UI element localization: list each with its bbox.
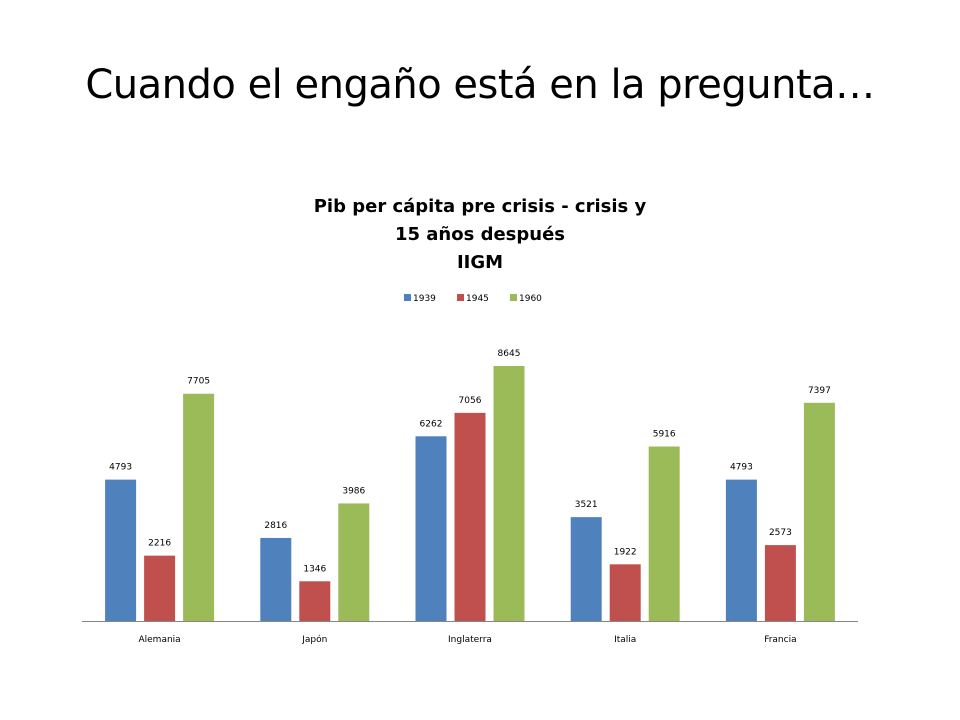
chart-bars [105, 366, 835, 621]
bar-alemania-1939 [105, 479, 137, 621]
data-label-alemania-1939: 4793 [109, 463, 132, 473]
data-label-inglaterra-1945: 7056 [459, 396, 482, 406]
data-label-inglaterra-1939: 6262 [420, 419, 443, 429]
bar-francia-1945 [764, 545, 796, 621]
chart-title: Pib per cápita pre crisis - crisis y 15 a… [314, 196, 647, 273]
data-label-italia-1939: 3521 [575, 500, 598, 510]
bar-alemania-1960 [183, 393, 215, 621]
bar-inglaterra-1960 [493, 366, 525, 621]
data-label-francia-1960: 7397 [808, 386, 831, 396]
bar-japón-1945 [299, 581, 331, 621]
slide-title: Cuando el engaño está en la pregunta… [85, 62, 875, 108]
legend-swatch-1939 [404, 294, 411, 301]
data-label-alemania-1945: 2216 [148, 539, 171, 549]
x-tick-label: Italia [614, 635, 636, 645]
bar-inglaterra-1939 [415, 436, 447, 621]
chart-title-line: IIGM [457, 252, 503, 273]
legend-swatch-1960 [510, 294, 517, 301]
legend-label-1960: 1960 [519, 294, 542, 304]
bar-japón-1939 [260, 537, 292, 621]
data-label-japón-1960: 3986 [342, 486, 365, 496]
chart-data-labels: 4793 2216 7705 2816 1346 3986 6262 7056 8645 3521… [109, 349, 831, 574]
data-label-italia-1945: 1922 [614, 547, 637, 557]
data-label-japón-1939: 2816 [264, 521, 287, 531]
bar-francia-1960 [803, 402, 835, 621]
data-label-italia-1960: 5916 [653, 429, 676, 439]
x-tick-label: Francia [764, 635, 796, 645]
data-label-francia-1939: 4793 [730, 463, 753, 473]
bar-inglaterra-1945 [454, 412, 486, 621]
data-label-japón-1945: 1346 [303, 564, 326, 574]
bar-italia-1939 [570, 517, 602, 621]
bar-francia-1939 [725, 479, 757, 621]
chart-legend: 1939 1945 1960 [404, 294, 542, 304]
legend-label-1939: 1939 [413, 294, 436, 304]
x-axis-tick-labels: Alemania Japón Inglaterra Italia Francia [138, 634, 796, 645]
chart-title-line: 15 años después [395, 224, 565, 245]
data-label-inglaterra-1960: 8645 [498, 349, 521, 359]
data-label-alemania-1960: 7705 [187, 377, 210, 387]
x-tick-label: Alemania [138, 635, 180, 645]
bar-italia-1945 [609, 564, 641, 621]
bar-alemania-1945 [144, 555, 176, 621]
data-label-francia-1945: 2573 [769, 528, 792, 538]
bar-italia-1960 [648, 446, 680, 621]
x-tick-label: Japón [301, 634, 327, 645]
chart-title-line: Pib per cápita pre crisis - crisis y [314, 196, 647, 217]
x-tick-label: Inglaterra [448, 635, 492, 645]
legend-swatch-1945 [457, 294, 464, 301]
bar-japón-1960 [338, 503, 370, 621]
legend-label-1945: 1945 [466, 294, 489, 304]
